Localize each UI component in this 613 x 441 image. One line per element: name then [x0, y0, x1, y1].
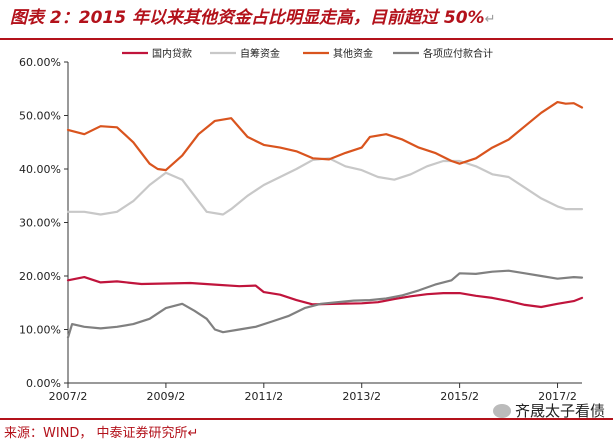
series-line-4 [66, 269, 584, 339]
y-tick-label: 40.00% [19, 163, 61, 176]
x-tick-label: 2007/2 [49, 390, 88, 400]
x-tick-label: 2011/2 [244, 390, 283, 400]
title-rule [0, 38, 613, 40]
chart: 0.00% 10.00% 20.00% 30.00% 40.00% 50.00% 60.00… [19, 47, 584, 400]
watermark: 齐晟太子看债 [492, 400, 605, 421]
figure-title: 图表 2：2015 年以来其他资金占比明显走高，目前超过 50%↵ [10, 6, 610, 32]
legend-label-2: 自筹资金 [240, 47, 280, 60]
x-tick-label: 2013/2 [342, 390, 381, 400]
series-line-3 [66, 101, 584, 172]
legend-label-4: 各项应付款合计 [423, 47, 493, 60]
x-tick-label: 2017/2 [538, 390, 577, 400]
y-tick-label: 20.00% [19, 270, 61, 283]
wechat-icon [492, 404, 511, 418]
source-note: 来源：WIND， 中泰证券研究所↵ [4, 426, 199, 441]
x-tick-label: 2009/2 [147, 390, 186, 400]
legend-label-3: 其他资金 [333, 47, 373, 60]
legend-label-1: 国内贷款 [152, 47, 192, 60]
y-tick-label: 60.00% [19, 56, 61, 69]
return-mark-icon: ↵ [484, 12, 496, 27]
figure-title-text: 图表 2：2015 年以来其他资金占比明显走高，目前超过 50% [10, 8, 485, 28]
y-tick-label: 30.00% [19, 217, 61, 230]
x-tick-label: 2015/2 [440, 390, 479, 400]
watermark-text: 齐晟太子看债 [514, 402, 605, 420]
source-rule [0, 418, 613, 420]
series-line-2 [66, 157, 584, 216]
y-tick-label: 50.00% [19, 110, 61, 123]
y-tick-label: 10.00% [19, 324, 61, 337]
series-line-1 [66, 276, 584, 309]
y-tick-label: 0.00% [26, 377, 61, 390]
